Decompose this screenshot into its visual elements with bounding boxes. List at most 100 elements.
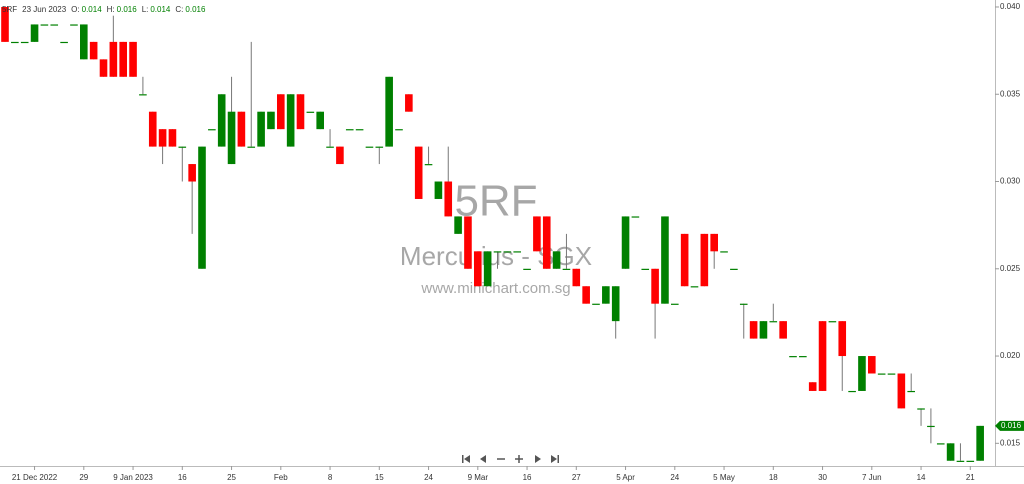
candle-body [966, 460, 975, 462]
candle-body [247, 146, 256, 148]
candle-body [178, 146, 187, 148]
x-tick-label: 21 [966, 473, 975, 482]
x-tick-label: 16 [523, 473, 532, 482]
candle-body [720, 251, 728, 253]
candle-body [306, 111, 315, 113]
candles [1, 6, 984, 462]
x-tick-label: 18 [769, 473, 778, 482]
candle-body [168, 129, 177, 147]
candle-body [336, 146, 344, 165]
candle-body [355, 129, 364, 131]
candle-body [267, 111, 275, 130]
watermark: 5RF Mercurius - SGX www.minichart.com.sg [400, 177, 592, 297]
candle-body [533, 216, 541, 252]
candle-body [375, 146, 384, 148]
y-tick-label: 0.015 [1000, 438, 1021, 447]
candle-body [483, 251, 492, 287]
candle-body [188, 164, 196, 182]
header-symbol: 5RF [2, 5, 17, 14]
candle-body [208, 129, 216, 131]
last-value-badge [995, 420, 1024, 431]
candle-body [789, 356, 797, 358]
candle-body [739, 303, 748, 305]
candle-body [385, 76, 393, 147]
candle-body [60, 41, 68, 44]
candle-body [493, 251, 502, 253]
candle-body [80, 24, 88, 60]
candle-body [671, 303, 679, 305]
candle-body [858, 356, 866, 391]
last-value-label: 0.016 [1001, 421, 1022, 430]
candle-body [119, 41, 127, 77]
candle-body [40, 24, 49, 26]
candle-body [907, 390, 915, 393]
candle-body [621, 216, 630, 269]
nav-last[interactable] [551, 455, 559, 463]
candle-body [690, 286, 699, 288]
navigation [462, 455, 559, 463]
x-tick-label: 25 [227, 473, 236, 482]
candle-body [552, 251, 561, 269]
candle-body [602, 286, 610, 304]
candle-body [592, 303, 600, 305]
candle-body [414, 146, 423, 199]
candle-body [50, 24, 59, 26]
candle-body [198, 146, 206, 269]
x-tick-label: 5 Apr [616, 473, 635, 482]
x-tick-label: 21 Dec 2022 [12, 473, 58, 482]
candle-body [158, 129, 167, 147]
nav-first[interactable] [462, 455, 470, 463]
candle-body [523, 268, 531, 270]
candle-body [424, 164, 433, 166]
candle-body [661, 216, 669, 304]
candle-body [680, 233, 689, 287]
x-tick-label: 5 May [713, 473, 735, 482]
candle-body [651, 268, 659, 304]
candle-body [257, 111, 265, 147]
candle-body [20, 41, 29, 44]
candle-body [286, 94, 295, 147]
x-tick-label: 9 Jan 2023 [113, 473, 153, 482]
y-tick-label: 0.035 [1000, 89, 1021, 98]
candle-body [631, 216, 640, 218]
candle-body [444, 181, 453, 217]
candle-body [936, 443, 945, 445]
candle-body [710, 233, 718, 252]
candle-body [345, 129, 354, 131]
nav-zoom-in[interactable] [515, 455, 523, 463]
candle-body [326, 146, 334, 148]
candle-body [365, 146, 374, 148]
candle-body [227, 111, 236, 165]
x-tick-label: 24 [670, 473, 679, 482]
candle-body [1, 6, 9, 42]
header-date: 23 Jun 2023 [22, 5, 67, 14]
candle-body [464, 216, 472, 269]
candle-body [779, 321, 787, 339]
watermark-name: Mercurius - SGX [400, 241, 592, 271]
header-field-value: 0.014 [82, 5, 103, 14]
nav-next[interactable] [535, 455, 541, 463]
candle-body [897, 373, 906, 409]
candle-body [11, 41, 19, 44]
candle-body [976, 425, 984, 461]
y-tick-label: 0.020 [1000, 351, 1021, 360]
watermark-site: www.minichart.com.sg [420, 280, 570, 297]
candle-body [572, 268, 581, 287]
candle-body [542, 216, 551, 269]
x-tick-label: 7 Jun [862, 473, 882, 482]
candle-body [316, 111, 324, 130]
candle-body [641, 268, 650, 270]
candle-body [99, 59, 108, 77]
y-tick-label: 0.030 [1000, 177, 1021, 186]
candle-body [848, 390, 856, 393]
x-tick-label: Feb [274, 473, 288, 482]
candle-body [749, 321, 758, 339]
nav-prev[interactable] [480, 455, 486, 463]
x-tick-label: 16 [178, 473, 187, 482]
candle-body [700, 233, 709, 287]
x-tick-label: 27 [572, 473, 581, 482]
candle-body [808, 382, 817, 391]
candle-body [927, 425, 935, 428]
candle-body [474, 251, 482, 287]
